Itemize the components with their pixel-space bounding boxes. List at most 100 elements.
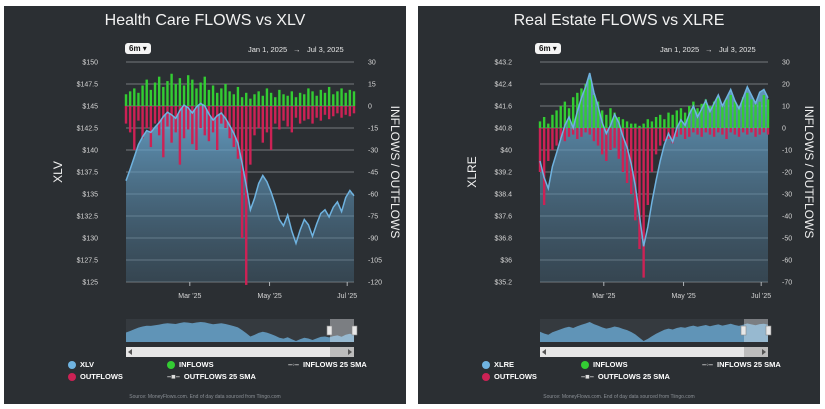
end-date[interactable]: Jul 3, 2025 <box>719 45 756 54</box>
left-tick-label: $130 <box>82 236 98 243</box>
inflow-bar <box>654 117 658 128</box>
left-tick-label: $142.5 <box>77 126 99 133</box>
date-separator-icon: → <box>293 45 301 54</box>
scroll-left-icon <box>128 349 132 355</box>
inflow-bar <box>650 121 654 128</box>
outflow-bar <box>298 106 302 124</box>
scroll-left-icon <box>542 349 546 355</box>
inflow-bar <box>170 73 173 106</box>
inflow-bar <box>157 76 161 106</box>
inflow-bar <box>162 86 165 106</box>
scrollbar-thumb <box>330 347 354 357</box>
outflow-bar <box>182 106 186 139</box>
chart-panel-health-care: Health Care FLOWS vs XLV 6m ▾ Jan 1, 202… <box>4 6 406 404</box>
legend-item-price[interactable]: XLV <box>68 360 94 369</box>
outflow-bar <box>646 128 649 205</box>
outflow-bar <box>721 128 724 135</box>
legend-label: OUTFLOWS <box>494 372 537 381</box>
outflow-bar <box>191 106 194 145</box>
outflow-bar <box>199 106 202 128</box>
legend-item-inflows-sma[interactable]: –◦– INFLOWS 25 SMA <box>288 360 367 369</box>
outflow-bar <box>580 128 583 137</box>
scrollbar-track <box>540 347 768 357</box>
outflow-bar <box>704 128 708 133</box>
scrollbar-thumb <box>744 347 768 357</box>
inflow-bar <box>245 92 248 106</box>
outflow-bar <box>290 106 294 133</box>
outflow-bar <box>253 106 256 136</box>
inflow-bar <box>191 79 194 106</box>
left-tick-label: $37.6 <box>494 214 512 221</box>
right-tick-label: -70 <box>782 280 792 287</box>
inflow-bar <box>741 97 745 128</box>
outflow-bar <box>220 106 223 124</box>
inflow-bar <box>555 110 558 128</box>
outflow-bar <box>303 106 306 121</box>
left-axis-label: XLRE <box>465 156 479 187</box>
left-tick-label: $36.8 <box>494 236 512 243</box>
outflow-bar <box>207 106 211 142</box>
inflow-bar <box>182 85 186 106</box>
legend-item-outflows[interactable]: OUTFLOWS <box>68 372 123 381</box>
inflow-bar <box>195 88 198 106</box>
outflow-bar <box>746 128 749 135</box>
legend-label: INFLOWS 25 SMA <box>717 360 781 369</box>
start-date[interactable]: Jan 1, 2025 <box>660 45 700 54</box>
outflow-bar <box>600 128 604 155</box>
outflow-bar <box>323 106 327 115</box>
outflow-bar <box>576 128 579 139</box>
legend-item-inflows-sma[interactable]: –◦– INFLOWS 25 SMA <box>702 360 781 369</box>
legend-item-price[interactable]: XLRE <box>482 360 514 369</box>
legend-item-outflows[interactable]: OUTFLOWS <box>482 372 537 381</box>
inflow-bar <box>766 99 770 128</box>
outflow-bar <box>538 128 542 172</box>
navigator-handle-right-icon <box>765 325 772 336</box>
inflow-bar <box>274 97 277 106</box>
inflow-bar <box>584 84 587 128</box>
right-tick-label: -75 <box>368 214 378 221</box>
outflow-bar <box>153 106 157 124</box>
legend-item-outflows-sma[interactable]: –■– OUTFLOWS 25 SMA <box>167 372 256 381</box>
source-note: Source: MoneyFlows.com. End of day data … <box>129 394 281 400</box>
inflow-bar <box>634 123 637 128</box>
outflow-bar <box>659 128 662 146</box>
inflow-bar <box>675 110 678 128</box>
legend-label: XLV <box>80 360 95 369</box>
outflow-bar <box>224 106 227 128</box>
chart-panel-real-estate: Real Estate FLOWS vs XLRE 6m ▾ Jan 1, 20… <box>418 6 820 404</box>
scroll-right-icon <box>348 349 352 355</box>
right-tick-label: -120 <box>368 280 382 287</box>
outflow-bar <box>307 106 310 120</box>
outflow-bar <box>596 128 600 146</box>
inflow-bar <box>621 119 625 128</box>
outflow-bar <box>663 128 666 142</box>
price-line <box>539 72 769 247</box>
inflow-bar <box>124 94 128 106</box>
outflow-bar <box>717 128 720 133</box>
inflow-bar <box>704 99 708 128</box>
legend-label: INFLOWS <box>593 360 628 369</box>
outflow-bar <box>592 128 596 142</box>
inflow-bar <box>671 114 674 128</box>
left-tick-label: $40 <box>500 148 512 155</box>
right-axis-label: INFLOWS / OUTFLOWS <box>802 106 816 239</box>
range-select-button[interactable]: 6m ▾ <box>535 43 561 54</box>
legend-item-outflows-sma[interactable]: –■– OUTFLOWS 25 SMA <box>581 372 670 381</box>
navigator-handle-left-icon <box>740 325 747 336</box>
right-tick-label: 15 <box>368 82 376 89</box>
outflow-bar <box>178 106 182 165</box>
end-date[interactable]: Jul 3, 2025 <box>307 45 344 54</box>
inflow-bar <box>717 97 720 128</box>
x-tick-label: May '25 <box>257 293 281 300</box>
inflow-bar <box>298 92 302 106</box>
legend-item-inflows[interactable]: INFLOWS <box>581 360 628 369</box>
inflow-bar <box>178 78 182 106</box>
outflow-bar <box>265 106 269 133</box>
outflow-bar <box>340 106 343 118</box>
start-date[interactable]: Jan 1, 2025 <box>248 45 288 54</box>
inflow-bar <box>166 81 169 106</box>
legend-item-inflows[interactable]: INFLOWS <box>167 360 214 369</box>
range-select-button[interactable]: 6m ▾ <box>125 43 151 54</box>
inflow-bar <box>563 101 567 128</box>
outflow-bar <box>162 106 165 158</box>
